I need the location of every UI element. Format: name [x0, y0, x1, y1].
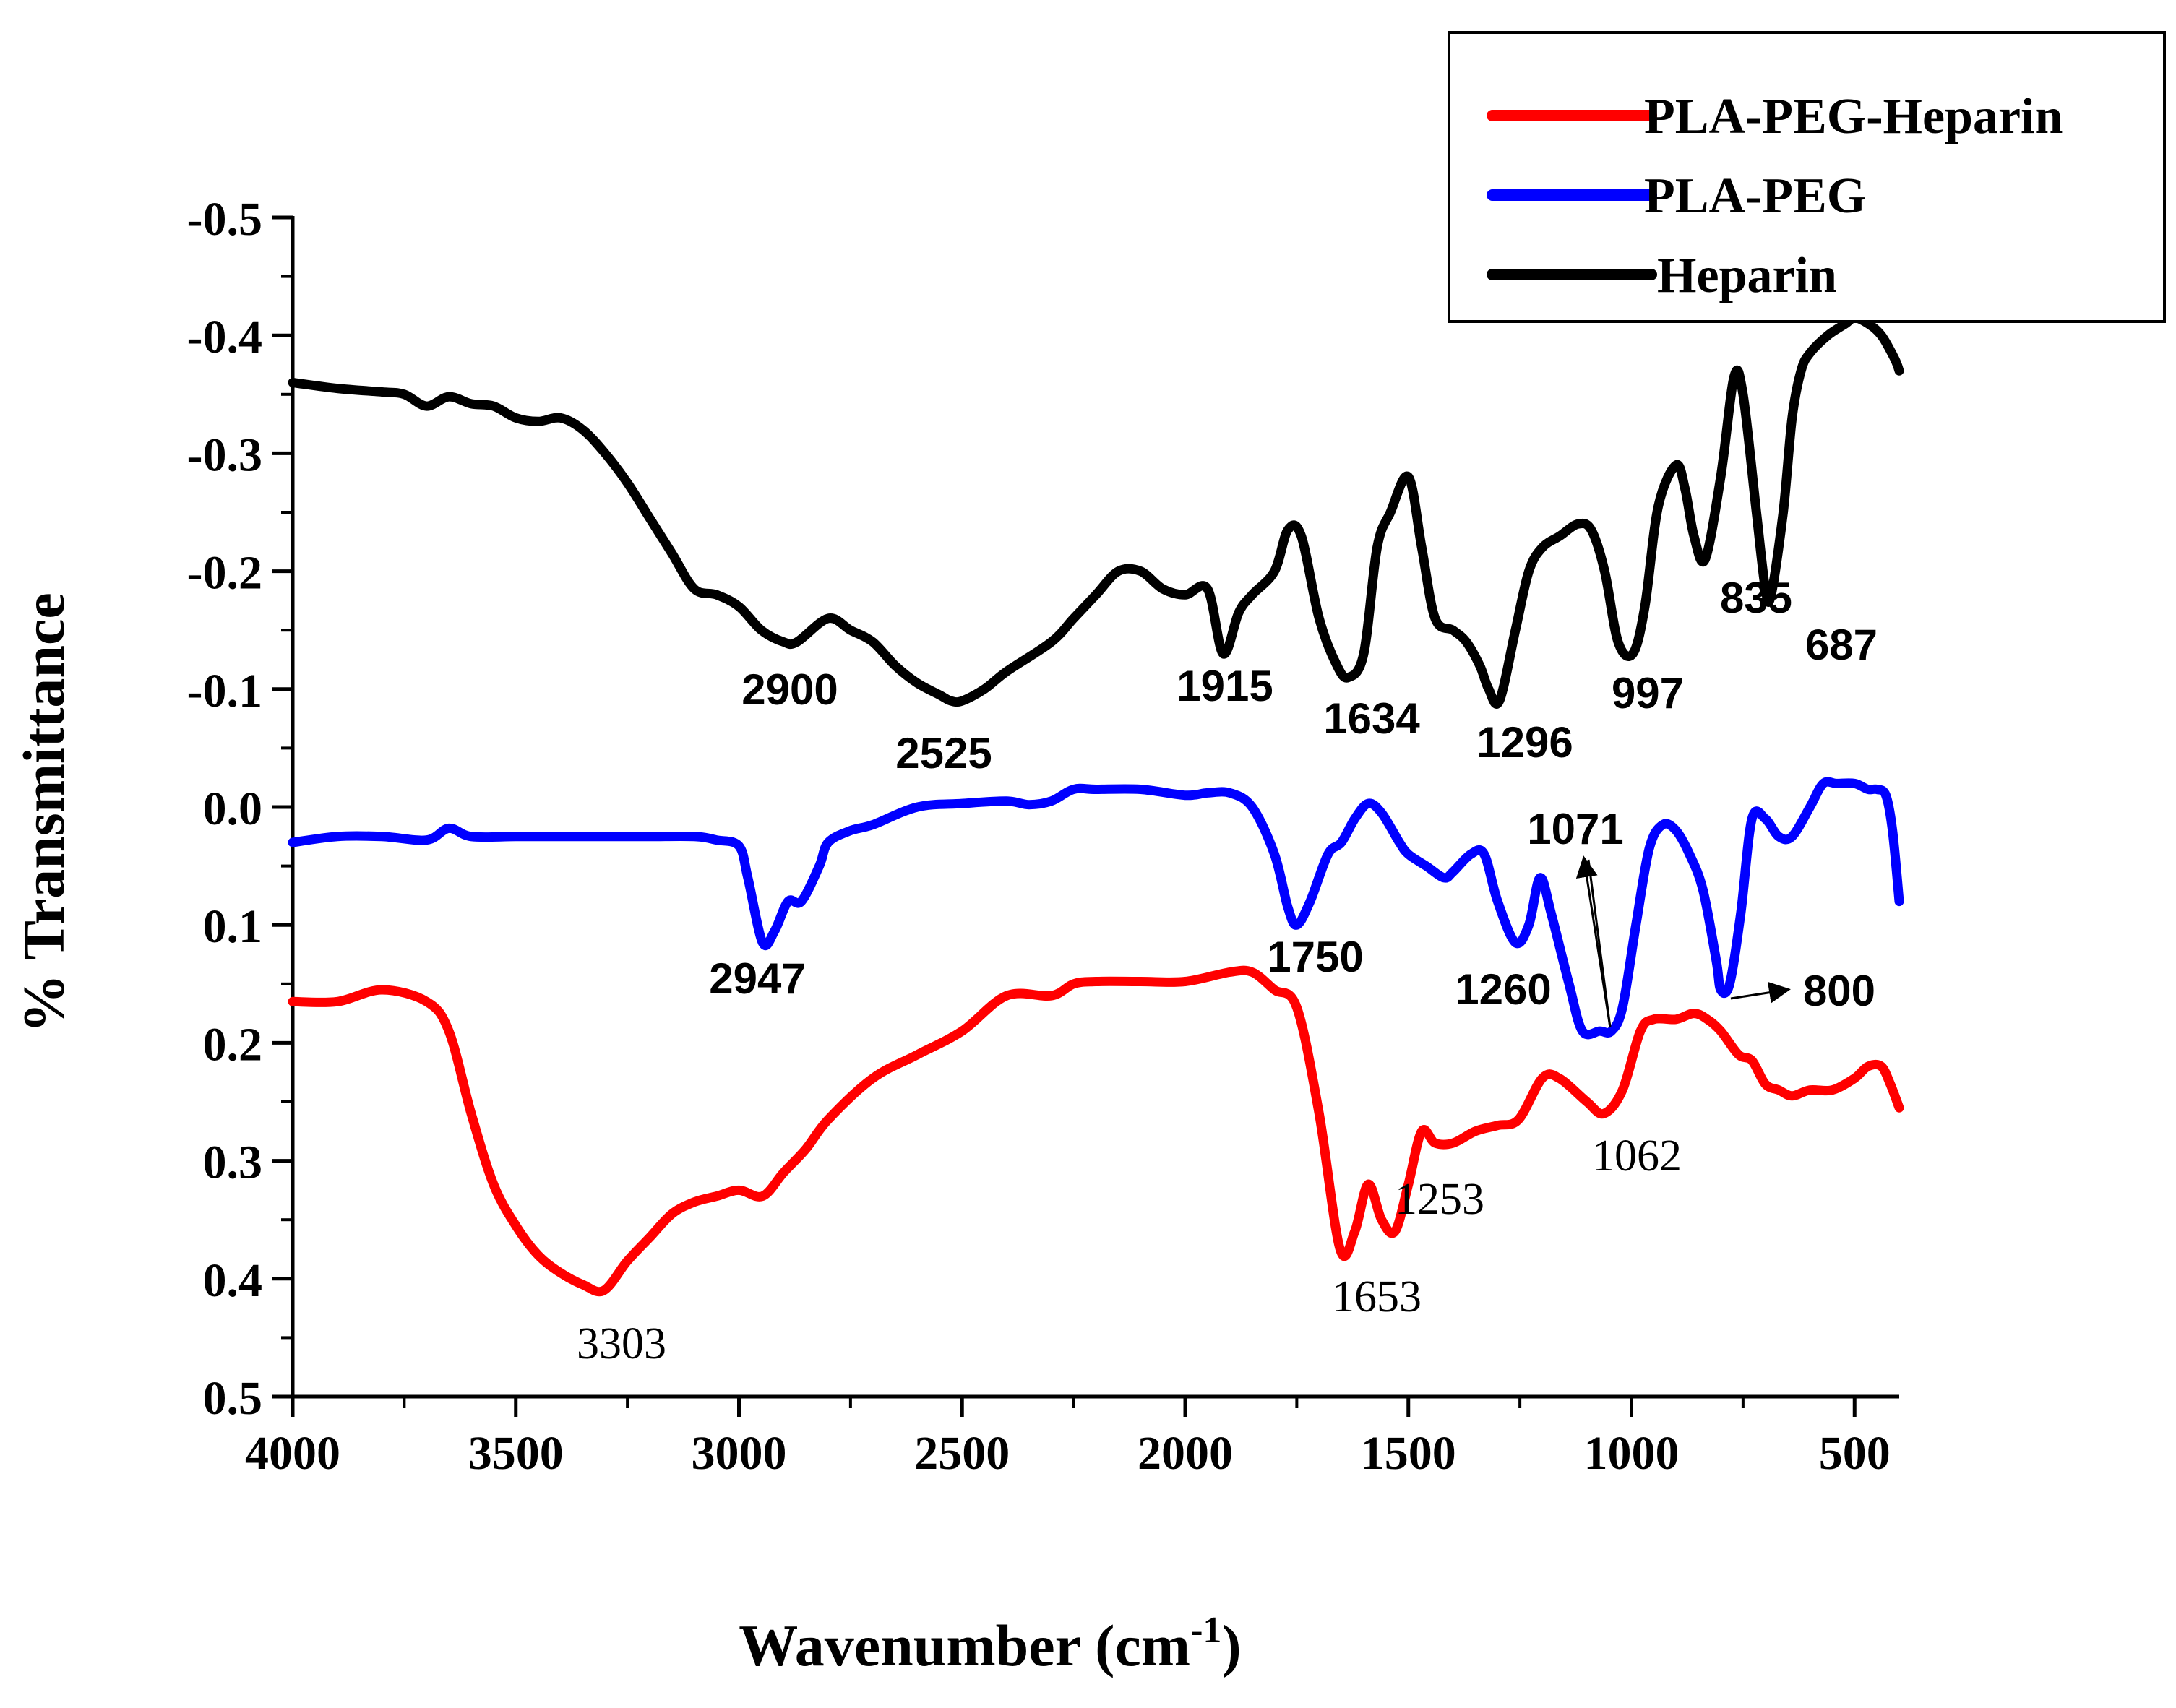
peak-label-1653: 1653: [1332, 1272, 1422, 1321]
y-tick-label: 0.1: [203, 900, 263, 953]
x-tick-label: 4000: [245, 1427, 340, 1480]
peak-label-1253: 1253: [1395, 1175, 1484, 1224]
legend-label: PLA-PEG: [1644, 168, 1866, 224]
x-tick-label: 1000: [1584, 1427, 1680, 1480]
y-tick-label: 0.2: [203, 1018, 263, 1071]
series-line-pla-peg: [288, 777, 1904, 1040]
series-line-heparin: [288, 313, 1904, 709]
peak-label-1071: 1071: [1527, 805, 1623, 853]
series-line-pla-peg-heparin: [288, 965, 1904, 1297]
y-tick-label: 0.0: [203, 782, 263, 835]
peak-label-687: 687: [1805, 621, 1878, 669]
peak-label-2900: 2900: [741, 665, 838, 714]
peak-label-1296: 1296: [1476, 718, 1573, 767]
y-tick-label: -0.1: [187, 665, 262, 717]
x-axis-title-main: Wavenumber (cm: [739, 1613, 1190, 1678]
peak-label-2525: 2525: [895, 729, 992, 777]
x-axis-title-sup: -1: [1190, 1610, 1221, 1651]
x-axis-title: Wavenumber (cm-1): [739, 1610, 1241, 1678]
legend: PLA-PEG-Heparin PLA-PEG Heparin: [1448, 31, 2166, 323]
legend-label: PLA-PEG-Heparin: [1644, 89, 2063, 145]
arrow-1071-second: [1587, 859, 1612, 1028]
peak-label-1634: 1634: [1323, 694, 1420, 743]
x-tick-label: 1500: [1361, 1427, 1456, 1480]
peak-label-835: 835: [1720, 574, 1792, 622]
axes: -0.5 -0.4 -0.3 -0.2 -0.1 0.0 0.1 0.2 0.3 0.4 0.540…: [187, 193, 1899, 1480]
peak-label-1750: 1750: [1267, 933, 1363, 981]
y-tick-label: -0.2: [187, 547, 262, 600]
y-axis-title: % Transmittance: [11, 592, 77, 1033]
peak-label-1260: 1260: [1455, 965, 1551, 1014]
y-tick-label: -0.4: [187, 311, 262, 363]
peak-label-3303: 3303: [577, 1319, 666, 1368]
x-tick-label: 3500: [468, 1427, 564, 1480]
y-tick-label: -0.5: [187, 193, 262, 246]
legend-label: Heparin: [1657, 248, 1837, 303]
peak-label-800: 800: [1803, 967, 1875, 1015]
y-tick-label: -0.3: [187, 428, 262, 481]
plot-area: [288, 313, 1904, 1297]
y-tick-label: 0.4: [203, 1254, 263, 1307]
arrow-800: [1730, 981, 1791, 1004]
y-tick-label: 0.5: [203, 1372, 263, 1425]
peak-label-997: 997: [1612, 669, 1684, 717]
peak-label-1915: 1915: [1177, 662, 1273, 710]
y-tick-label: 0.3: [203, 1136, 263, 1189]
peak-label-2947: 2947: [709, 954, 805, 1003]
x-tick-label: 3000: [692, 1427, 787, 1480]
peak-label-1062: 1062: [1592, 1131, 1682, 1181]
x-tick-label: 2500: [914, 1427, 1010, 1480]
x-tick-label: 2000: [1138, 1427, 1233, 1480]
peak-annotations: 3303 1653 1253 1062 2947 1750 1260 1071 800 2900 2…: [577, 574, 1878, 1368]
x-axis-title-end: ): [1221, 1613, 1241, 1678]
x-tick-label: 500: [1819, 1427, 1891, 1480]
